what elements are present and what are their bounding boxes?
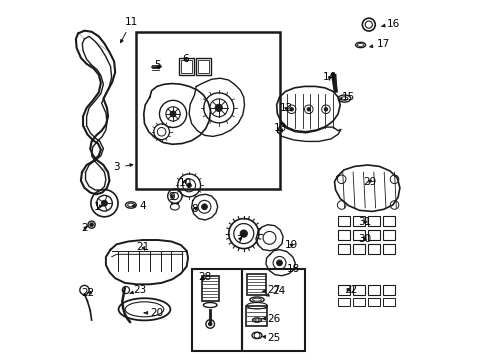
Circle shape [289, 108, 293, 111]
Bar [352, 230, 365, 240]
Text: 19: 19 [284, 240, 297, 250]
Text: 31: 31 [357, 217, 370, 227]
Text: 28: 28 [198, 272, 211, 282]
Bar [352, 298, 365, 306]
Text: 14: 14 [323, 72, 336, 82]
Bar [135, 32, 280, 189]
Bar [337, 230, 349, 240]
Circle shape [324, 108, 327, 111]
Text: 1: 1 [93, 202, 102, 212]
Circle shape [240, 230, 247, 237]
Bar [241, 269, 305, 351]
Bar [367, 244, 380, 253]
Bar [179, 58, 193, 75]
Bar [367, 230, 380, 240]
Circle shape [276, 260, 282, 266]
Text: 27: 27 [262, 285, 281, 295]
Text: 8: 8 [191, 204, 198, 214]
Text: 23: 23 [130, 285, 146, 295]
Bar [382, 244, 394, 253]
Text: 22: 22 [81, 288, 94, 297]
Bar [337, 244, 349, 253]
Text: 18: 18 [286, 264, 299, 274]
Text: 17: 17 [369, 39, 389, 49]
Bar [181, 60, 192, 73]
Bar [382, 230, 394, 240]
Bar [337, 216, 349, 226]
Circle shape [201, 204, 207, 210]
Text: 4: 4 [132, 201, 145, 211]
Bar [352, 244, 365, 253]
Text: 2: 2 [81, 223, 88, 233]
Bar [201, 276, 218, 301]
Circle shape [215, 104, 222, 111]
Bar [382, 298, 394, 306]
Text: 12: 12 [279, 103, 292, 113]
Circle shape [208, 322, 212, 326]
Text: 5: 5 [154, 60, 161, 70]
Text: 13: 13 [273, 123, 286, 133]
Text: 9: 9 [168, 192, 175, 202]
Text: 15: 15 [338, 92, 354, 102]
Bar [337, 298, 349, 306]
Text: 11: 11 [121, 17, 138, 42]
Bar [352, 285, 365, 296]
Bar [367, 216, 380, 226]
Text: 32: 32 [343, 285, 356, 295]
Bar [352, 216, 365, 226]
Circle shape [102, 201, 107, 206]
Circle shape [186, 183, 191, 188]
Text: 21: 21 [136, 242, 149, 252]
Circle shape [306, 108, 310, 111]
Bar [247, 274, 265, 295]
Bar [367, 285, 380, 296]
Text: 30: 30 [357, 234, 370, 244]
Bar [367, 298, 380, 306]
Text: 24: 24 [265, 287, 285, 296]
Circle shape [170, 111, 176, 117]
Text: 3: 3 [113, 162, 133, 172]
Bar [191, 269, 241, 351]
Text: 26: 26 [262, 314, 281, 324]
Bar [382, 285, 394, 296]
Text: 16: 16 [381, 18, 399, 28]
Text: 29: 29 [363, 177, 376, 187]
Bar [196, 58, 210, 75]
Bar [246, 306, 266, 327]
Bar [382, 216, 394, 226]
Bar [337, 285, 349, 296]
Text: 20: 20 [144, 308, 163, 318]
Text: 6: 6 [183, 54, 189, 64]
Bar [197, 60, 209, 73]
Circle shape [90, 223, 93, 226]
Text: 10: 10 [179, 178, 192, 188]
Text: 25: 25 [262, 333, 281, 343]
Text: 7: 7 [235, 235, 242, 245]
